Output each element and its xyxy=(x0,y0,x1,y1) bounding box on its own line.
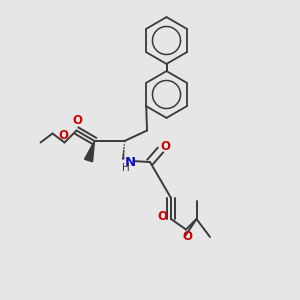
Text: O: O xyxy=(160,140,170,153)
Text: O: O xyxy=(158,210,168,223)
Text: O: O xyxy=(58,129,68,142)
Text: O: O xyxy=(72,114,82,128)
Text: O: O xyxy=(182,230,193,243)
Text: H: H xyxy=(122,163,129,173)
Text: N: N xyxy=(125,156,136,170)
Polygon shape xyxy=(85,141,94,162)
